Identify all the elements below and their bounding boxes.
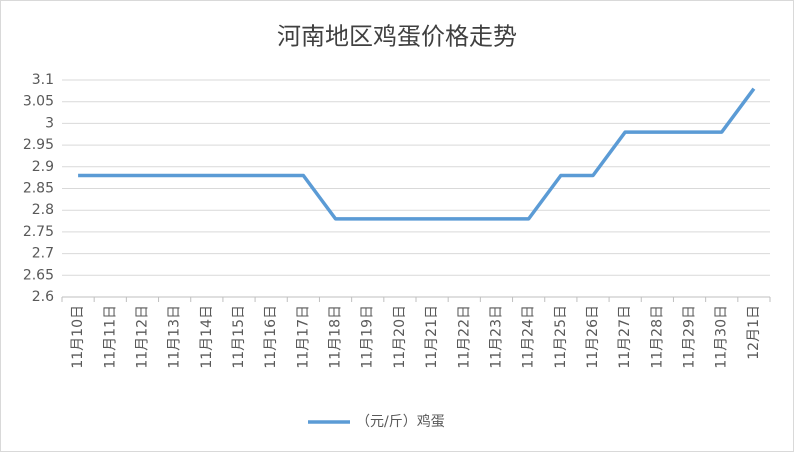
y-tick-label: 2.8 (32, 202, 54, 218)
y-tick-label: 3 (45, 115, 54, 131)
x-tick-label: 11月15日 (231, 305, 247, 369)
x-tick-label: 11月25日 (553, 305, 569, 369)
x-tick-label: 11月17日 (295, 305, 311, 369)
y-tick-label: 2.7 (32, 246, 54, 262)
y-tick-label: 2.75 (23, 224, 54, 240)
x-tick-label: 11月24日 (521, 305, 537, 369)
y-tick-label: 2.85 (23, 181, 54, 197)
x-tick-label: 11月30日 (714, 305, 730, 369)
x-tick-label: 11月10日 (70, 305, 86, 369)
x-tick-label: 11月23日 (488, 305, 504, 369)
y-tick-label: 2.95 (23, 137, 54, 153)
x-tick-label: 11月13日 (167, 305, 183, 369)
y-tick-label: 2.6 (32, 289, 54, 305)
y-tick-label: 3.1 (32, 72, 54, 88)
x-tick-label: 11月18日 (328, 305, 344, 369)
x-tick-label: 11月26日 (585, 305, 601, 369)
x-tick-label: 11月11日 (102, 305, 118, 369)
x-tick-label: 11月16日 (263, 305, 279, 369)
x-tick-label: 11月27日 (617, 305, 633, 369)
y-tick-label: 3.05 (23, 94, 54, 110)
y-tick-label: 2.9 (32, 159, 54, 175)
x-tick-label: 11月20日 (392, 305, 408, 369)
data-line (78, 87, 756, 221)
x-tick-label: 11月19日 (360, 305, 376, 369)
x-tick-label: 11月14日 (199, 305, 215, 369)
y-tick-label: 2.65 (23, 267, 54, 283)
x-tick-label: 11月21日 (424, 305, 440, 369)
x-tick-label: 11月22日 (456, 305, 472, 369)
x-tick-label: 11月29日 (682, 305, 698, 369)
legend-label: （元/斤）鸡蛋 (356, 413, 445, 430)
x-tick-label: 12月1日 (746, 305, 762, 360)
x-tick-label: 11月28日 (649, 305, 665, 369)
chart-title: 河南地区鸡蛋价格走势 (277, 23, 517, 51)
x-tick-label: 11月12日 (134, 305, 150, 369)
